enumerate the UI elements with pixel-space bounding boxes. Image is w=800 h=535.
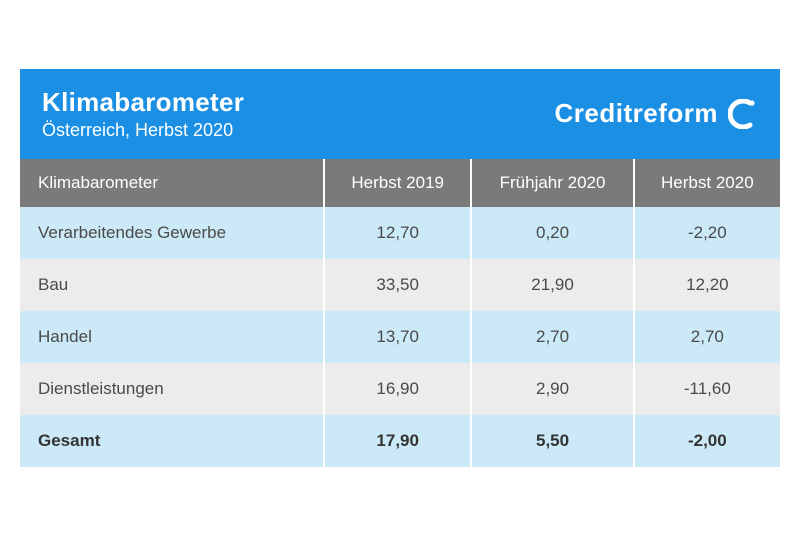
cell-value: 5,50 (471, 415, 633, 467)
cell-value: 12,20 (634, 259, 780, 311)
table-body: Verarbeitendes Gewerbe 12,70 0,20 -2,20 … (20, 207, 780, 467)
data-table: Klimabarometer Herbst 2019 Frühjahr 2020… (20, 159, 780, 467)
creditreform-icon (728, 99, 758, 129)
header-title: Klimabarometer (42, 87, 244, 118)
table-header-row: Klimabarometer Herbst 2019 Frühjahr 2020… (20, 159, 780, 207)
header-banner: Klimabarometer Österreich, Herbst 2020 C… (20, 69, 780, 159)
cell-value: -11,60 (634, 363, 780, 415)
col-header-2: Frühjahr 2020 (471, 159, 633, 207)
cell-value: -2,00 (634, 415, 780, 467)
row-label: Dienstleistungen (20, 363, 324, 415)
cell-value: 21,90 (471, 259, 633, 311)
cell-value: 13,70 (324, 311, 471, 363)
cell-value: 0,20 (471, 207, 633, 259)
table-row: Handel 13,70 2,70 2,70 (20, 311, 780, 363)
table-row: Bau 33,50 21,90 12,20 (20, 259, 780, 311)
col-header-1: Herbst 2019 (324, 159, 471, 207)
col-header-0: Klimabarometer (20, 159, 324, 207)
col-header-3: Herbst 2020 (634, 159, 780, 207)
cell-value: 17,90 (324, 415, 471, 467)
cell-value: -2,20 (634, 207, 780, 259)
row-label: Gesamt (20, 415, 324, 467)
cell-value: 2,90 (471, 363, 633, 415)
cell-value: 16,90 (324, 363, 471, 415)
table-row: Verarbeitendes Gewerbe 12,70 0,20 -2,20 (20, 207, 780, 259)
klimabarometer-table-card: Klimabarometer Österreich, Herbst 2020 C… (20, 69, 780, 467)
row-label: Bau (20, 259, 324, 311)
header-subtitle: Österreich, Herbst 2020 (42, 120, 244, 141)
cell-value: 12,70 (324, 207, 471, 259)
row-label: Verarbeitendes Gewerbe (20, 207, 324, 259)
table-row-total: Gesamt 17,90 5,50 -2,00 (20, 415, 780, 467)
cell-value: 33,50 (324, 259, 471, 311)
table-head: Klimabarometer Herbst 2019 Frühjahr 2020… (20, 159, 780, 207)
cell-value: 2,70 (634, 311, 780, 363)
brand-text: Creditreform (555, 98, 718, 129)
cell-value: 2,70 (471, 311, 633, 363)
header-left: Klimabarometer Österreich, Herbst 2020 (42, 87, 244, 141)
brand-logo: Creditreform (555, 98, 758, 129)
table-row: Dienstleistungen 16,90 2,90 -11,60 (20, 363, 780, 415)
row-label: Handel (20, 311, 324, 363)
